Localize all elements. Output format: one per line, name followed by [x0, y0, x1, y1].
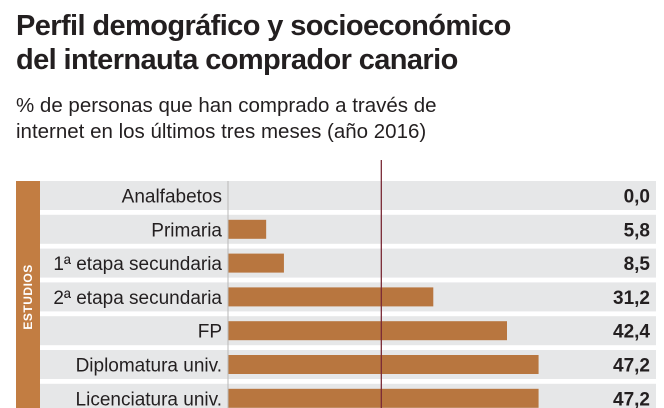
bar: [228, 287, 434, 307]
group-label: ESTUDIOS: [21, 264, 35, 329]
group-band: [16, 181, 40, 408]
value-label: 47,2: [613, 356, 650, 377]
category-label: Licenciatura univ.: [76, 389, 222, 408]
chart-title: Perfil demográfico y socioeconómico del …: [16, 9, 636, 77]
category-label: FP: [198, 322, 222, 343]
bar: [228, 253, 284, 273]
value-label: 47,2: [613, 389, 650, 408]
category-label: Primaria: [151, 220, 222, 241]
category-label: 1ª etapa secundaria: [53, 254, 222, 275]
category-label: 2ª etapa secundaria: [53, 288, 222, 309]
bar: [228, 355, 539, 374]
row-band: [16, 214, 656, 244]
chart-subtitle-line-1: % de personas que han comprado a través …: [16, 94, 437, 117]
category-label: Diplomatura univ.: [76, 356, 222, 377]
value-label: 31,2: [613, 288, 650, 309]
bar: [228, 219, 267, 239]
chart-subtitle-line-2: internet en los últimos tres meses (año …: [16, 120, 427, 143]
value-label: 42,4: [613, 322, 650, 343]
chart-title-line-1: Perfil demográfico y socioeconómico: [16, 10, 511, 42]
value-label: 0,0: [624, 187, 650, 208]
chart-subtitle: % de personas que han comprado a través …: [16, 93, 576, 145]
bar: [228, 388, 539, 408]
bar: [228, 321, 507, 341]
value-label: 8,5: [624, 254, 651, 275]
value-label: 5,8: [624, 220, 650, 241]
category-label: Analfabetos: [122, 187, 222, 208]
chart-title-line-2: del internauta comprador canario: [16, 44, 458, 76]
row-band: [16, 181, 656, 210]
row-band: [16, 248, 656, 278]
